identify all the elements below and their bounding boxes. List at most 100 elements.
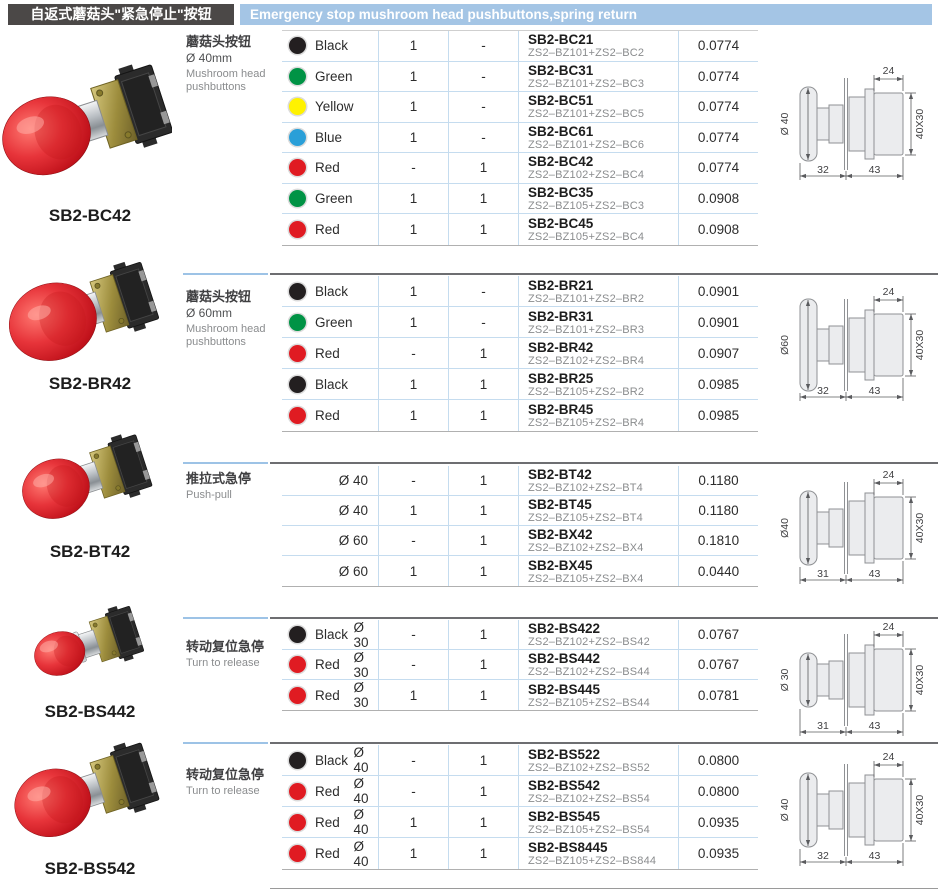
dimension-label: 32 (817, 164, 829, 176)
table-row: Ø 40-1 SB2-BT42 ZS2–BZ102+ZS2–BT4 0.1180 (282, 466, 758, 496)
model-cell: SB2-BS522 ZS2–BZ102+ZS2–BS52 (518, 745, 678, 775)
dimension-drawing: Ø 30 24 40X30 31 43 (779, 621, 926, 736)
model-code: SB2-BC31 (528, 62, 594, 78)
table-row: Yellow 1- SB2-BC51 ZS2–BZ101+ZS2–BC5 0.0774 (282, 92, 758, 123)
table-row: Blue 1- SB2-BC61 ZS2–BZ101+ZS2–BC6 0.0774 (282, 122, 758, 153)
no-contact-count: 1 (378, 400, 448, 431)
model-cell: SB2-BR31 ZS2–BZ101+ZS2–BR3 (518, 307, 678, 337)
green-color-dot (289, 67, 306, 85)
size-label: Ø 40 (353, 807, 369, 837)
model-cell: SB2-BC21 ZS2–BZ101+ZS2–BC2 (518, 31, 678, 61)
model-combo: ZS2–BZ105+ZS2–BS54 (528, 823, 650, 836)
table-row: Black 1 1 SB2-BR25 ZS2–BZ105+ZS2–BR2 0.0985 (282, 369, 758, 400)
table-row: Ø 60-1 SB2-BX42 ZS2–BZ102+ZS2–BX4 0.1810 (282, 526, 758, 556)
color-label: Black (315, 38, 349, 54)
red-color-dot (289, 813, 306, 831)
model-cell: SB2-BS445 ZS2–BZ105+ZS2–BS44 (518, 680, 678, 710)
price-cell: 0.0774 (678, 31, 758, 61)
color-cell: Red (282, 338, 378, 368)
color-cell: Green (282, 184, 378, 214)
model-code: SB2-BC42 (528, 154, 594, 170)
size-label: Ø 30 (353, 619, 369, 650)
model-cell: SB2-BR25 ZS2–BZ105+ZS2–BR2 (518, 369, 678, 399)
color-cell: Red Ø 40 (282, 838, 378, 869)
model-code: SB2-BT42 (528, 467, 592, 482)
model-combo: ZS2–BZ105+ZS2–BS44 (528, 696, 650, 709)
product-table: Black Ø 40-1 SB2-BS522 ZS2–BZ102+ZS2–BS52 0.… (282, 745, 758, 870)
no-contact-count: - (378, 620, 448, 649)
dimension-label: 43 (869, 850, 881, 862)
color-cell: Red (282, 400, 378, 431)
nc-contact-count: - (448, 122, 518, 152)
table-row: Ø 60 1 1 SB2-BX45 ZS2–BZ105+ZS2–BX4 0.0440 (282, 556, 758, 586)
product-photo (2, 64, 172, 176)
size-label: Ø 60 (338, 563, 368, 579)
color-label: Black (315, 627, 349, 642)
model-code: SB2-BS542 (528, 777, 601, 793)
model-combo: ZS2–BZ101+ZS2–BC5 (528, 108, 645, 121)
header-title-en: Emergency stop mushroom head pushbuttons… (240, 4, 932, 25)
green-color-dot (289, 189, 306, 207)
dimension-drawing: Ø60 24 40X30 32 43 (779, 286, 926, 401)
model-combo: ZS2–BZ102+ZS2–BS54 (528, 792, 650, 805)
price-cell: 0.0774 (678, 153, 758, 183)
dimension-drawing: Ø 40 24 40X30 32 43 (779, 751, 926, 866)
model-cell: SB2-BS542 ZS2–BZ102+ZS2–BS54 (518, 776, 678, 806)
size-label: Ø 30 (353, 680, 369, 710)
table-row: Green 1- SB2-BR31 ZS2–BZ101+ZS2–BR3 0.0901 (282, 307, 758, 338)
no-contact-count: 1 (378, 276, 448, 306)
size-label: Ø 40 (338, 473, 368, 488)
section-description: 蘑菇头按钮 Ø 40mm Mushroom head pushbuttons (186, 33, 281, 93)
no-contact-count: - (378, 650, 448, 679)
color-label: Red (315, 221, 340, 237)
nc-contact-count: 1 (448, 214, 518, 245)
color-label: Red (315, 657, 340, 672)
model-cell: SB2-BC61 ZS2–BZ101+ZS2–BC6 (518, 122, 678, 152)
model-cell: SB2-BS8445 ZS2–BZ105+ZS2–BS844 (518, 838, 678, 869)
nc-contact-count: - (448, 276, 518, 306)
model-code: SB2-BC35 (528, 184, 594, 200)
model-combo: ZS2–BZ102+ZS2–BS52 (528, 761, 650, 774)
color-cell: Green (282, 62, 378, 92)
color-label: Red (315, 846, 340, 861)
product-model-label: SB2-BC42 (48, 206, 132, 225)
color-label: Green (315, 68, 353, 84)
price-cell: 0.0800 (678, 776, 758, 806)
product-table: Black Ø 30-1 SB2-BS422 ZS2–BZ102+ZS2–BS42 0.… (282, 620, 758, 711)
price-cell: 0.0935 (678, 838, 758, 869)
desc-zh: 蘑菇头按钮 (186, 34, 252, 49)
model-code: SB2-BR21 (528, 277, 594, 293)
model-cell: SB2-BS545 ZS2–BZ105+ZS2–BS54 (518, 807, 678, 837)
color-cell: Black (282, 31, 378, 61)
section-description: 蘑菇头按钮 Ø 60mm Mushroom head pushbuttons (186, 288, 281, 348)
model-cell: SB2-BT45 ZS2–BZ105+ZS2–BT4 (518, 496, 678, 525)
model-code: SB2-BR45 (528, 402, 594, 417)
model-code: SB2-BC61 (528, 123, 594, 139)
model-code: SB2-BS8445 (528, 840, 608, 855)
no-contact-count: - (378, 526, 448, 555)
model-cell: SB2-BC35 ZS2–BZ105+ZS2–BC3 (518, 183, 678, 213)
section-divider-line (270, 617, 938, 619)
price-cell: 0.0901 (678, 307, 758, 337)
no-contact-count: 1 (378, 92, 448, 122)
table-row: Red -1 SB2-BR42 ZS2–BZ102+ZS2–BR4 0.0907 (282, 338, 758, 369)
price-cell: 0.0907 (678, 338, 758, 368)
black-color-dot (289, 282, 306, 300)
price-cell: 0.0901 (678, 276, 758, 306)
dimension-label: Ø 40 (779, 112, 791, 135)
no-contact-count: 1 (378, 61, 448, 91)
dimension-label: 40X30 (914, 513, 926, 544)
model-cell: SB2-BC51 ZS2–BZ101+ZS2–BC5 (518, 92, 678, 122)
nc-contact-count: - (448, 92, 518, 122)
product-photo (8, 261, 160, 361)
bottom-rule (270, 888, 938, 889)
price-cell: 0.0774 (678, 122, 758, 152)
color-label: Red (315, 814, 340, 830)
dimension-label: 40X30 (914, 795, 926, 826)
nc-contact-count: - (448, 307, 518, 337)
model-code: SB2-BR31 (528, 308, 594, 324)
table-row: Green 1 1 SB2-BC35 ZS2–BZ105+ZS2–BC3 0.0908 (282, 183, 758, 214)
dimension-label: 31 (817, 720, 829, 732)
size-label: Ø 30 (353, 649, 369, 680)
